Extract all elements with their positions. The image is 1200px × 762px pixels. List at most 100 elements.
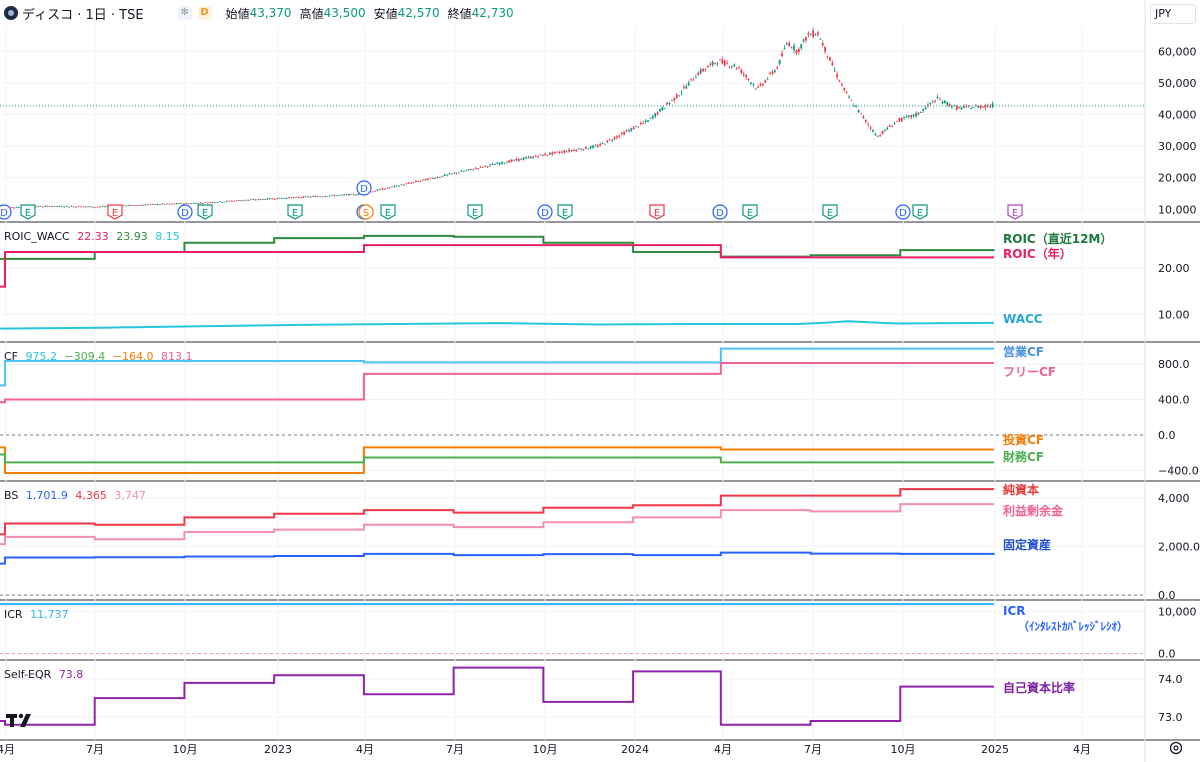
candle-body: [410, 182, 413, 184]
candle-body: [735, 67, 738, 69]
candle-body: [778, 60, 781, 64]
earnings-icon: [1007, 204, 1023, 220]
candle-body: [65, 206, 68, 207]
candle-body: [99, 206, 101, 208]
candle-body: [350, 193, 353, 195]
candle-body: [962, 106, 965, 108]
open-value: 43,370: [249, 6, 292, 20]
candle-body: [752, 84, 755, 86]
candle-body: [539, 154, 542, 156]
symbol-logo-icon: [4, 6, 18, 20]
high-label: 高値: [299, 6, 324, 21]
candle-body: [338, 195, 341, 196]
candle-body: [237, 200, 240, 201]
open-label: 始値: [225, 6, 250, 21]
legend-value: 1,701.9: [25, 489, 68, 502]
candle-body: [252, 199, 255, 200]
legend-value: 3,747: [114, 489, 146, 502]
dividend-icon: [356, 180, 372, 196]
candle-body: [235, 200, 238, 202]
candle-body: [273, 199, 276, 200]
candle-body: [879, 135, 882, 137]
candle-body: [522, 158, 525, 160]
candle-body: [264, 199, 267, 201]
candle-body: [537, 156, 539, 158]
candle-body: [824, 46, 827, 52]
candle-body: [405, 183, 408, 185]
candle-body: [302, 196, 305, 198]
candle-body: [46, 205, 49, 207]
candle-body: [651, 116, 654, 119]
tradingview-logo-icon[interactable]: [6, 712, 34, 728]
candle-body: [283, 198, 286, 199]
candle-body: [185, 203, 188, 204]
y-tick-label: 4,000: [1158, 492, 1190, 505]
candle-body: [931, 101, 934, 103]
candle-body: [204, 202, 207, 204]
candle-body: [623, 132, 626, 135]
candle-body: [505, 162, 508, 164]
candle-body: [223, 201, 226, 203]
close-label: 終値: [447, 6, 472, 21]
candle-body: [266, 198, 269, 200]
candle-body: [379, 189, 381, 190]
candle-body: [915, 113, 917, 117]
candle-body: [733, 64, 736, 67]
split-icon: [358, 204, 374, 220]
earnings-icon: [20, 204, 36, 220]
candle-body: [656, 112, 659, 115]
candle-body: [874, 133, 877, 136]
candle-body: [881, 131, 884, 135]
candle-body: [438, 177, 441, 178]
event-marker-e: E: [649, 204, 665, 220]
candle-body: [869, 127, 872, 129]
candle-body: [594, 145, 597, 147]
pane-name: Self-EQR: [4, 668, 52, 681]
candle-body: [991, 103, 994, 108]
candle-body: [896, 120, 898, 122]
event-marker-e: E: [197, 204, 213, 220]
candle-body: [326, 196, 329, 198]
candle-body: [797, 48, 800, 53]
candle-body: [501, 161, 503, 164]
candle-body: [80, 206, 82, 208]
candle-body: [137, 205, 140, 207]
dividend-icon: [0, 204, 12, 220]
candle-body: [601, 143, 604, 144]
candle-body: [479, 166, 482, 168]
event-letter: E: [385, 208, 391, 219]
candle-body: [214, 202, 216, 204]
candle-body: [436, 176, 439, 178]
candle-body: [470, 168, 472, 170]
candle-body: [494, 164, 496, 166]
candle-body: [77, 206, 80, 208]
event-letter: E: [1012, 208, 1018, 219]
candle-body: [182, 203, 185, 205]
candle-body: [563, 150, 566, 153]
candle-body: [692, 79, 695, 81]
currency-selector[interactable]: JPY: [1150, 4, 1196, 24]
event-letter: E: [827, 208, 833, 219]
bs-legend: BS 1,701.9 4,365 3,747: [4, 489, 150, 502]
candle-body: [838, 80, 841, 82]
series-line-1-2: [0, 320, 995, 330]
d-badge[interactable]: D: [197, 6, 212, 20]
candle-body: [13, 207, 15, 209]
dividend-icon: [895, 204, 911, 220]
low-label: 安値: [373, 6, 398, 21]
candle-body: [527, 157, 530, 158]
gear-icon[interactable]: [1168, 740, 1184, 756]
candle-body: [802, 39, 805, 42]
candle-body: [130, 205, 133, 206]
candle-body: [929, 102, 932, 105]
candle-body: [96, 206, 99, 208]
candle-body: [168, 203, 171, 205]
candle-body: [245, 199, 247, 201]
event-letter: E: [472, 208, 478, 219]
symbol-title[interactable]: ディスコ · 1日 · TSE: [22, 7, 144, 23]
candle-body: [580, 149, 582, 151]
snowflake-icon[interactable]: ✻: [177, 6, 192, 20]
candle-body: [376, 189, 379, 191]
event-marker-e: E: [822, 204, 838, 220]
